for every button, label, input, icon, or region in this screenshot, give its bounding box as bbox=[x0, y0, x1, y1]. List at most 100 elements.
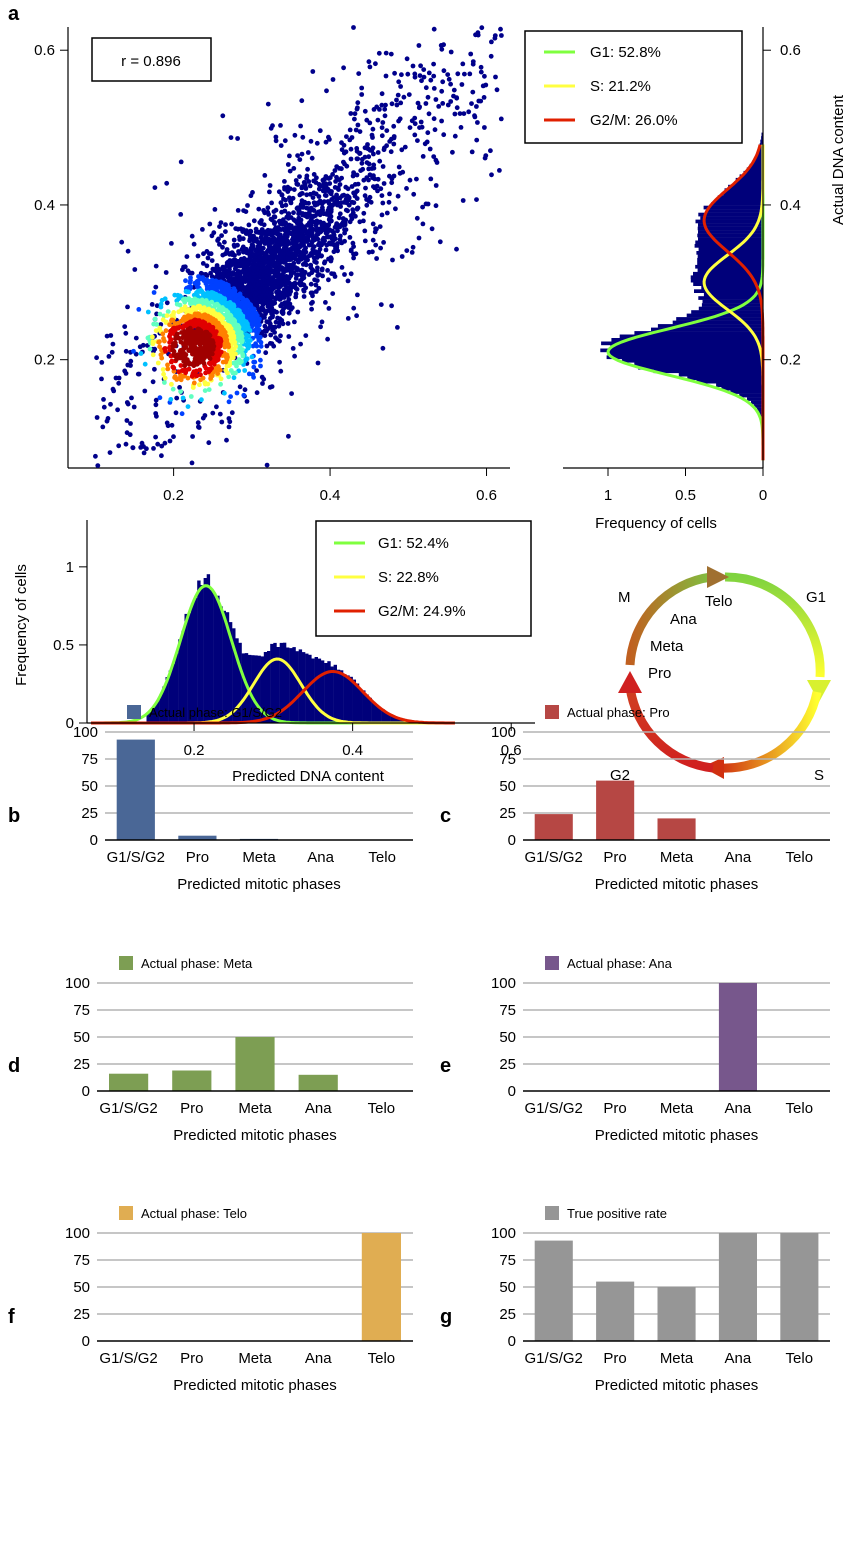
scatter-point bbox=[314, 175, 319, 181]
predicted-dna-histogram-bar bbox=[228, 622, 233, 723]
scatter-point bbox=[220, 244, 225, 250]
scatter-point bbox=[417, 104, 422, 110]
scatter-point bbox=[415, 138, 420, 144]
scatter-point bbox=[493, 74, 498, 80]
scatter-point bbox=[210, 410, 216, 416]
actual-dna-histogram-bar bbox=[751, 400, 763, 405]
scatter-point bbox=[136, 307, 142, 312]
scatter-point bbox=[204, 286, 210, 292]
scatter-point bbox=[380, 120, 386, 125]
bar-e-x-tick-label: Pro bbox=[603, 1100, 626, 1117]
actual-dna-histogram-bar bbox=[739, 174, 763, 179]
scatter-point bbox=[298, 123, 303, 129]
scatter-point bbox=[349, 199, 355, 205]
scatter-point bbox=[374, 256, 379, 261]
scatter-point bbox=[264, 319, 270, 325]
bar-e-legend-swatch bbox=[545, 956, 559, 970]
scatter-point bbox=[319, 223, 325, 228]
scatter-point bbox=[171, 434, 176, 440]
bar-c-legend-label: Actual phase: Pro bbox=[567, 705, 670, 720]
scatter-point bbox=[212, 207, 218, 212]
scatter-point bbox=[301, 248, 307, 253]
scatter-point bbox=[325, 336, 330, 342]
scatter-point bbox=[281, 269, 287, 275]
scatter-point bbox=[267, 189, 272, 195]
scatter-point bbox=[132, 267, 138, 272]
scatter-point bbox=[441, 42, 446, 48]
scatter-point bbox=[142, 361, 148, 367]
predicted-dna-histogram-bar bbox=[368, 697, 372, 723]
actual-dna-histogram-bar bbox=[758, 411, 763, 415]
scatter-point bbox=[459, 82, 465, 87]
scatter-point bbox=[396, 118, 401, 124]
scatter-point bbox=[305, 150, 311, 155]
bar-c-x-tick-label: Pro bbox=[603, 849, 626, 866]
actual-dna-histogram-bar bbox=[703, 292, 763, 297]
scatter-point bbox=[186, 366, 192, 372]
scatter-point bbox=[183, 278, 188, 284]
scatter-point bbox=[389, 180, 395, 186]
predicted-dna-histogram-bar bbox=[359, 689, 363, 723]
scatter-point bbox=[407, 125, 413, 130]
actual-dna-histogram-bar bbox=[746, 167, 763, 172]
scatter-point bbox=[226, 399, 232, 405]
scatter-point bbox=[283, 202, 289, 208]
scatter-point bbox=[262, 241, 268, 246]
scatter-point bbox=[285, 162, 291, 167]
predicted-dna-histogram-bar bbox=[165, 677, 169, 723]
scatter-point bbox=[296, 259, 301, 265]
scatter-point bbox=[167, 322, 173, 328]
scatter-point bbox=[402, 144, 408, 150]
actual-dna-histogram-bar bbox=[695, 264, 763, 269]
scatter-point bbox=[436, 104, 442, 109]
scatter-point bbox=[329, 197, 335, 202]
scatter-point bbox=[162, 338, 167, 344]
scatter-point bbox=[209, 258, 215, 263]
scatter-point bbox=[271, 209, 277, 215]
scatter-point bbox=[384, 143, 389, 149]
scatter-point bbox=[145, 309, 151, 315]
scatter-point bbox=[291, 210, 296, 216]
scatter-point bbox=[355, 292, 360, 298]
scatter-point bbox=[172, 374, 178, 379]
scatter-point bbox=[176, 335, 182, 341]
scatter-point bbox=[254, 333, 259, 339]
scatter-point bbox=[424, 139, 430, 145]
scatter-point bbox=[364, 202, 370, 208]
scatter-point bbox=[167, 438, 173, 444]
scatter-point bbox=[150, 341, 156, 347]
scatter-point bbox=[404, 186, 409, 191]
scatter-point bbox=[197, 367, 203, 373]
bottom-hist-y-tick-label: 0 bbox=[66, 715, 74, 732]
predicted-dna-histogram-bar bbox=[276, 647, 280, 723]
scatter-point bbox=[395, 193, 401, 199]
bar-c-meta bbox=[657, 818, 696, 840]
scatter-point bbox=[291, 187, 297, 193]
scatter-point bbox=[380, 200, 386, 206]
scatter-point bbox=[155, 360, 161, 366]
panel-label-c: c bbox=[440, 805, 451, 827]
predicted-dna-histogram-bar bbox=[324, 663, 328, 723]
scatter-point bbox=[279, 209, 284, 215]
scatter-point bbox=[426, 111, 432, 117]
scatter-point bbox=[296, 211, 301, 217]
scatter-point bbox=[454, 95, 460, 101]
scatter-point bbox=[394, 102, 400, 108]
bottom-hist-legend-label-0: G1: 52.4% bbox=[378, 535, 449, 552]
bar-c-pro bbox=[596, 780, 635, 840]
scatter-point bbox=[222, 390, 227, 396]
scatter-point bbox=[241, 392, 247, 398]
scatter-point bbox=[379, 125, 385, 130]
scatter-point bbox=[251, 218, 257, 224]
scatter-point bbox=[325, 208, 331, 213]
scatter-point bbox=[475, 120, 480, 125]
scatter-point bbox=[313, 180, 319, 185]
scatter-point bbox=[298, 341, 303, 347]
scatter-point bbox=[452, 111, 458, 117]
scatter-point bbox=[431, 26, 437, 32]
bar-b-y-tick-label: 50 bbox=[81, 778, 98, 795]
actual-dna-histogram-bar bbox=[754, 404, 763, 408]
scatter-point bbox=[348, 111, 354, 116]
bar-d-legend-swatch bbox=[119, 956, 133, 970]
scatter-point bbox=[178, 212, 184, 217]
